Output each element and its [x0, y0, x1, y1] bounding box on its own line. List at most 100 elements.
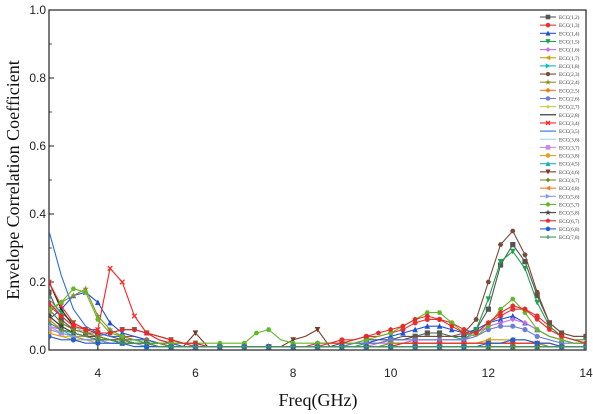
legend-label: ECC(1,4) [559, 30, 580, 37]
legend-marker [545, 177, 551, 183]
data-point [131, 326, 137, 332]
legend-marker [545, 87, 551, 93]
legend-label: ECC(3,8) [559, 153, 580, 160]
data-point [497, 258, 504, 265]
legend-item: ECC(1,8) [540, 63, 580, 70]
data-point [583, 334, 586, 339]
legend-item: ECC(5,7) [540, 201, 580, 208]
data-point [534, 327, 540, 332]
data-point [95, 330, 101, 336]
data-point [534, 333, 540, 340]
data-point [510, 228, 516, 234]
data-point [49, 333, 52, 339]
legend: ECC(1,2)ECC(1,3)ECC(1,4)ECC(1,5) ECC(1,6)… [540, 14, 580, 241]
data-point [412, 316, 418, 322]
legend-marker [545, 193, 551, 199]
data-point [388, 326, 394, 332]
data-point [82, 289, 89, 295]
legend-marker [545, 120, 551, 126]
legend-marker [545, 145, 551, 150]
data-point [559, 344, 564, 349]
legend-marker [545, 79, 551, 85]
legend-marker [545, 218, 551, 223]
data-point [83, 326, 89, 332]
x-tick-label: 8 [290, 366, 297, 380]
data-point [95, 317, 101, 322]
data-point [485, 279, 492, 285]
legend-item: ECC(4,5) [540, 161, 580, 168]
legend-item: ECC(1,2) [540, 14, 580, 21]
legend-marker [545, 96, 551, 101]
data-point [49, 296, 52, 302]
data-point [412, 326, 418, 333]
data-point [522, 252, 528, 258]
legend-item: ECC(3,8) [540, 153, 580, 160]
legend-label: ECC(6,7) [559, 218, 580, 225]
legend-label: ECC(1,2) [559, 14, 580, 21]
legend-marker [545, 30, 551, 36]
x-tick-label: 6 [192, 366, 199, 380]
data-point [583, 344, 586, 349]
data-point [448, 326, 455, 333]
legend-label: ECC(4,6) [559, 169, 580, 176]
legend-item: ECC(4,6) [540, 169, 580, 176]
data-point [424, 330, 430, 336]
data-point [107, 319, 113, 326]
legend-item: ECC(2,3) [540, 71, 580, 78]
legend-marker [545, 185, 551, 191]
legend-marker [545, 72, 551, 77]
legend-label: ECC(2,5) [559, 87, 580, 94]
data-point [522, 306, 528, 312]
legend-item: ECC(3,5) [540, 128, 580, 135]
data-point [497, 323, 504, 329]
legend-label: ECC(6,8) [559, 226, 580, 233]
data-point [449, 323, 455, 329]
legend-marker [545, 22, 551, 28]
x-axis-ticks: 4 6 8 10 12 14 [94, 345, 593, 380]
data-point [49, 328, 52, 332]
legend-label: ECC(3,5) [559, 128, 580, 135]
data-point [546, 326, 552, 332]
legend-item: ECC(4,7) [540, 177, 580, 184]
legend-item: ECC(1,5) [540, 38, 580, 45]
legend-label: ECC(1,6) [559, 47, 580, 54]
legend-marker [546, 235, 550, 240]
data-point [315, 344, 320, 349]
legend-label: ECC(2,3) [559, 71, 580, 78]
data-point [436, 310, 443, 315]
data-point [424, 323, 431, 329]
legend-item: ECC(5,8) [540, 209, 580, 217]
x-axis-title: Freq(GHz) [279, 390, 358, 411]
legend-label: ECC(4,7) [559, 177, 580, 184]
data-point [388, 344, 394, 349]
legend-label: ECC(1,7) [559, 55, 580, 62]
legend-marker [545, 226, 551, 232]
data-point [290, 344, 296, 349]
x-tick-label: 4 [94, 366, 101, 380]
legend-label: ECC(1,5) [559, 38, 580, 45]
data-point [70, 286, 77, 292]
data-point [82, 285, 89, 292]
data-point [498, 309, 504, 315]
data-point [412, 337, 418, 343]
data-point [509, 248, 516, 255]
legend-item: ECC(2,4) [540, 79, 580, 86]
x-tick-label: 12 [482, 366, 496, 380]
legend-item: ECC(5,6) [540, 193, 580, 200]
data-point [168, 344, 174, 349]
data-point [546, 320, 553, 326]
data-point [192, 330, 199, 336]
data-point [266, 344, 271, 349]
data-point [510, 242, 516, 248]
data-point [49, 320, 52, 326]
data-point [534, 316, 540, 322]
data-point [49, 279, 52, 285]
legend-marker [545, 39, 551, 45]
legend-item: ECC(6,8) [540, 226, 580, 233]
legend-item: ECC(1,3) [540, 22, 580, 29]
legend-item: ECC(2,5) [540, 87, 580, 94]
data-point [437, 344, 442, 349]
data-point [58, 327, 64, 332]
data-point [522, 265, 528, 272]
data-point [388, 337, 394, 343]
